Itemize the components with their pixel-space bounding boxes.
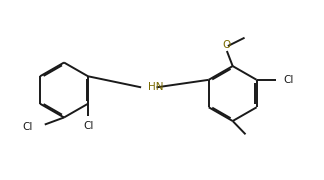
Text: Cl: Cl <box>84 121 94 131</box>
Text: Cl: Cl <box>284 75 294 85</box>
Text: HN: HN <box>148 82 164 92</box>
Text: Cl: Cl <box>22 122 32 132</box>
Text: O: O <box>223 40 231 50</box>
